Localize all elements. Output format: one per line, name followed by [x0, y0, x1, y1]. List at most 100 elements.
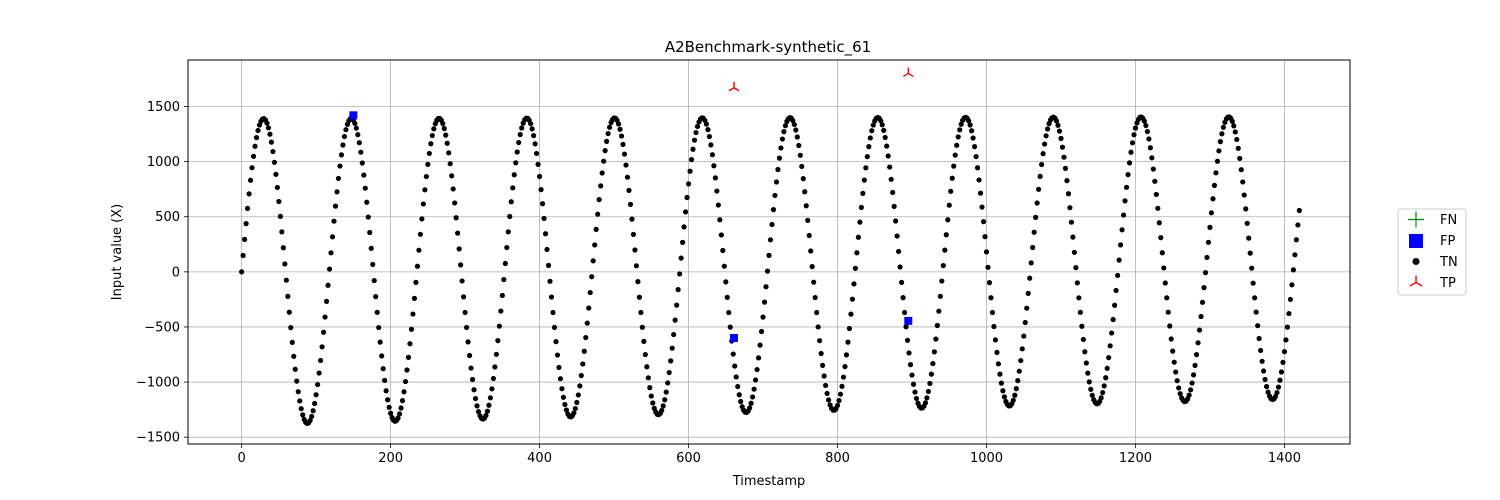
tn-point [426, 150, 432, 157]
tn-point [320, 329, 327, 335]
tn-point [1064, 178, 1070, 184]
tn-point [466, 352, 473, 359]
tn-point [1107, 343, 1113, 349]
tn-point [825, 397, 832, 403]
tn-point [267, 131, 273, 137]
tn-point [1010, 397, 1016, 403]
tn-point [1281, 349, 1288, 355]
tn-point [724, 294, 730, 300]
tn-point [502, 260, 508, 267]
tn-point [1278, 369, 1285, 375]
y-axis-ticks: −1500 −1000 −500 0 500 1000 1500 [136, 100, 188, 446]
tn-point [599, 170, 605, 176]
tn-point [309, 413, 315, 420]
tn-point [264, 120, 270, 126]
tn-point [1043, 133, 1049, 139]
tn-point [812, 294, 818, 301]
tn-point [858, 204, 864, 211]
tn-point [642, 351, 648, 358]
tn-point [820, 362, 826, 368]
tn-point [239, 269, 245, 275]
tn-point [644, 364, 650, 370]
tn-point [861, 177, 867, 183]
tn-point [1234, 136, 1240, 143]
tn-point [1071, 249, 1077, 255]
tn-point [907, 362, 914, 368]
tn-point [988, 295, 994, 301]
tn-point [319, 344, 325, 350]
tn-point [621, 151, 628, 157]
tn-point [292, 366, 298, 372]
tn-point [1146, 136, 1152, 142]
tn-point [986, 280, 993, 286]
tn-point [1036, 186, 1042, 192]
legend-marker-tp [1409, 275, 1423, 287]
legend-entry-fp: FP [1409, 234, 1455, 249]
tn-point [1165, 309, 1171, 315]
tn-point [752, 377, 759, 383]
tn-point [295, 389, 301, 395]
tn-point [1065, 191, 1072, 197]
tn-point [1119, 227, 1125, 233]
tn-point [1204, 254, 1210, 261]
tn-point [906, 350, 912, 356]
tn-point [980, 219, 987, 225]
tn-point [1244, 220, 1250, 226]
tn-point [373, 294, 379, 300]
tn-point [371, 277, 377, 284]
tn-point [900, 295, 906, 301]
tn-point [1070, 234, 1076, 240]
tn-point [1074, 280, 1080, 286]
legend-label-fp: FP [1440, 234, 1455, 249]
tn-point [1168, 336, 1174, 342]
tn-point [793, 127, 799, 133]
tn-point [1031, 229, 1037, 235]
tn-point [1190, 372, 1197, 378]
legend-marker-fp [1409, 234, 1423, 248]
tn-point [273, 171, 279, 177]
tn-point [632, 247, 638, 253]
tn-point [723, 279, 729, 285]
tn-point [879, 122, 885, 128]
fp-point [729, 333, 738, 342]
tn-point [675, 287, 681, 293]
tn-point [249, 165, 255, 171]
tn-point [472, 395, 479, 402]
tn-point [672, 317, 678, 323]
tn-point [1265, 389, 1271, 395]
tn-point [940, 262, 946, 269]
series-fp [349, 111, 913, 342]
tn-point [939, 278, 945, 284]
tn-point [660, 403, 666, 409]
tn-point [624, 174, 631, 180]
tn-point [505, 229, 511, 235]
tn-point [1253, 309, 1259, 315]
tn-point [395, 415, 401, 421]
tn-point [708, 142, 714, 148]
tn-point [1022, 319, 1028, 326]
tn-point [839, 383, 845, 389]
tn-point [353, 125, 359, 131]
tn-point [455, 230, 461, 236]
tn-point [550, 309, 556, 316]
tn-point [881, 127, 887, 133]
x-axis-label: Timestamp [732, 474, 806, 489]
tn-point [1085, 370, 1091, 376]
tn-point [1125, 172, 1131, 178]
tn-point [553, 339, 559, 345]
tn-point [1117, 242, 1124, 248]
tn-point [790, 117, 796, 124]
tn-point [674, 302, 680, 308]
tn-point [1243, 206, 1249, 212]
tn-point [528, 121, 534, 127]
tn-point [399, 398, 406, 404]
tn-point [1030, 244, 1036, 251]
tn-point [1240, 179, 1246, 185]
tn-point [469, 376, 476, 383]
tn-point [662, 397, 668, 403]
tn-point [954, 142, 960, 148]
tn-point [341, 133, 348, 140]
tn-point [244, 205, 251, 211]
tn-point [398, 405, 404, 411]
tn-point [429, 132, 435, 139]
